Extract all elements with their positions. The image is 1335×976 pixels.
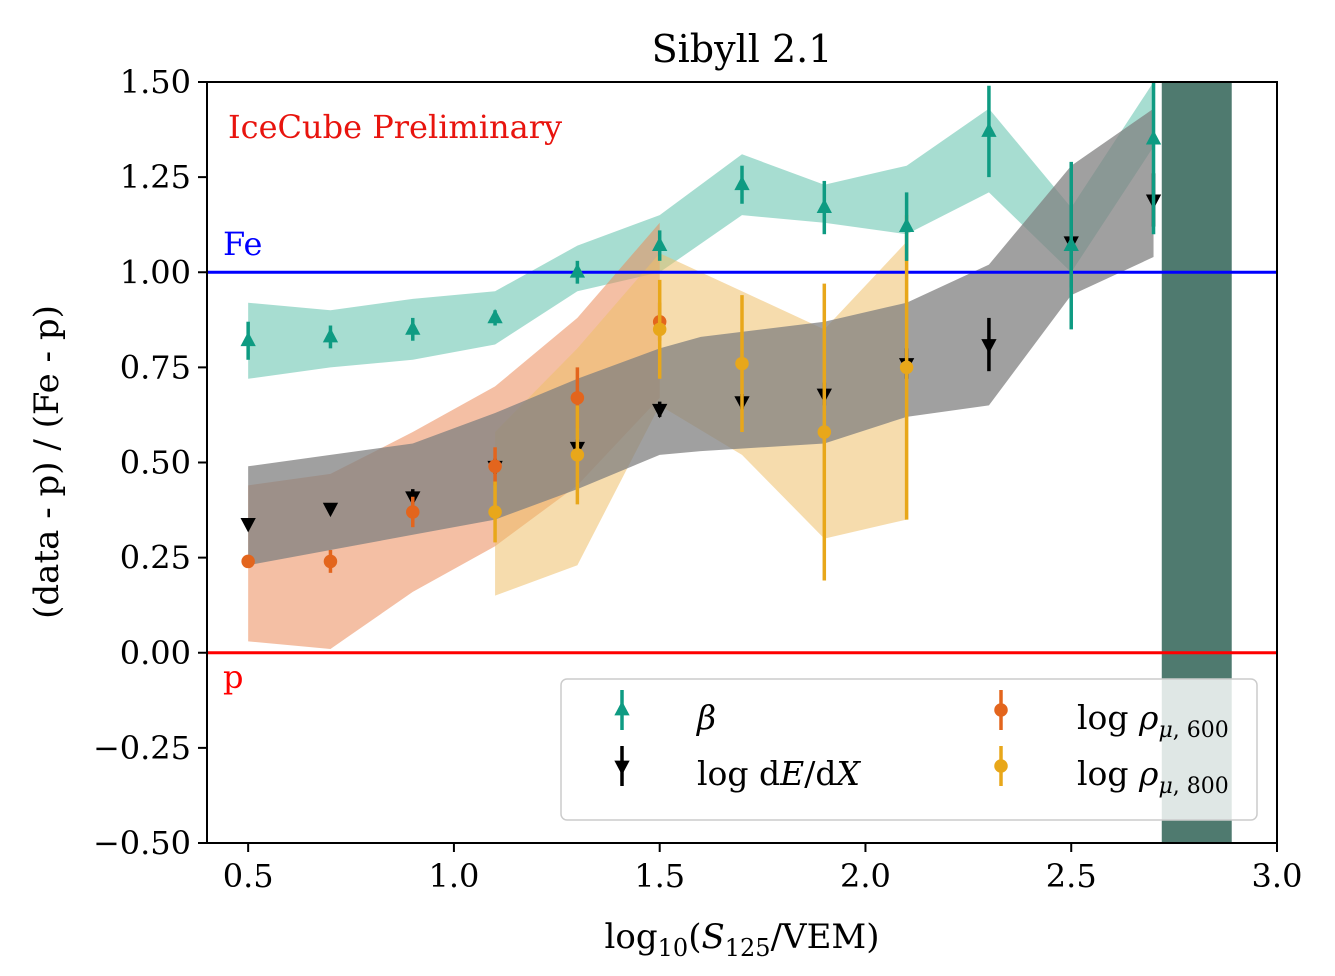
point-beta	[898, 217, 915, 232]
y-tick-label: 1.50	[120, 63, 191, 101]
point-rho600	[488, 459, 502, 474]
x-tick-label: 1.5	[634, 857, 685, 895]
x-tick-label: 2.5	[1046, 857, 1097, 895]
y-tick-label: 0.25	[120, 539, 191, 577]
preliminary-annotation: IceCube Preliminary	[228, 108, 562, 146]
x-axis-ticks: 0.5 1.0 1.5 2.0 2.5 3.0	[223, 843, 1303, 895]
point-rho800	[570, 448, 585, 462]
point-dEdX	[322, 502, 339, 518]
point-rho600	[406, 505, 420, 519]
point-beta	[652, 236, 668, 252]
y-tick-label: 1.00	[120, 253, 191, 291]
y-tick-label: 1.25	[120, 158, 191, 196]
y-tick-label: 0.75	[120, 348, 191, 386]
point-beta	[981, 122, 997, 137]
legend-marker-dEdX	[614, 760, 630, 775]
y-tick-label: 0.00	[120, 634, 191, 672]
y-axis-title: (data - p) / (Fe - p)	[27, 305, 67, 619]
legend: β log dE/dX log ρμ, 600 log ρμ, 800	[560, 678, 1258, 821]
p-line-label: p	[223, 658, 243, 696]
point-beta	[405, 320, 421, 335]
reference-lines	[207, 270, 1277, 655]
legend-marker-rho600	[994, 703, 1008, 717]
legend-markers	[614, 690, 1008, 786]
point-beta	[322, 327, 339, 343]
legend-marker-rho800	[994, 759, 1008, 773]
point-beta	[487, 308, 503, 324]
point-dEdX	[981, 339, 997, 354]
point-beta	[240, 331, 256, 347]
point-rho800	[735, 356, 749, 371]
point-beta	[1063, 236, 1079, 252]
point-beta	[816, 198, 832, 213]
legend-box	[560, 678, 1258, 821]
x-tick-label: 0.5	[223, 857, 274, 895]
y-tick-label: 0.50	[120, 444, 191, 482]
point-beta	[1145, 130, 1162, 145]
legend-label-rho800: log ρμ, 800	[1077, 754, 1229, 799]
point-rho800	[488, 505, 502, 519]
x-axis-title: log10(S125/VEM)	[605, 917, 880, 962]
point-beta	[569, 263, 586, 278]
point-rho800	[899, 360, 914, 375]
band-beta	[248, 82, 1154, 379]
y-axis-ticks: 1.50 1.25 1.00 0.75 0.50 0.25 0.00 −0.25 −0.50	[93, 63, 207, 862]
point-rho800	[817, 425, 832, 439]
legend-marker-beta	[614, 701, 630, 716]
x-tick-label: 1.0	[428, 857, 479, 895]
band-dEdX	[248, 108, 1154, 566]
data-points	[240, 82, 1162, 581]
y-tick-label: −0.25	[93, 729, 191, 767]
point-rho600	[570, 391, 585, 405]
chart-title: Sibyll 2.1	[652, 27, 833, 71]
point-rho600	[323, 554, 338, 569]
legend-label-beta: β	[695, 698, 716, 737]
x-tick-label: 2.0	[840, 857, 891, 895]
point-dEdX	[240, 517, 256, 533]
point-beta	[734, 175, 750, 191]
y-tick-label: −0.50	[93, 824, 191, 862]
legend-label-dedx: log dE/dX	[697, 754, 862, 793]
x-tick-label: 3.0	[1252, 857, 1303, 895]
point-dEdX	[652, 403, 668, 419]
point-rho600	[241, 554, 255, 569]
point-rho800	[652, 322, 667, 337]
fe-line-label: Fe	[223, 225, 262, 263]
